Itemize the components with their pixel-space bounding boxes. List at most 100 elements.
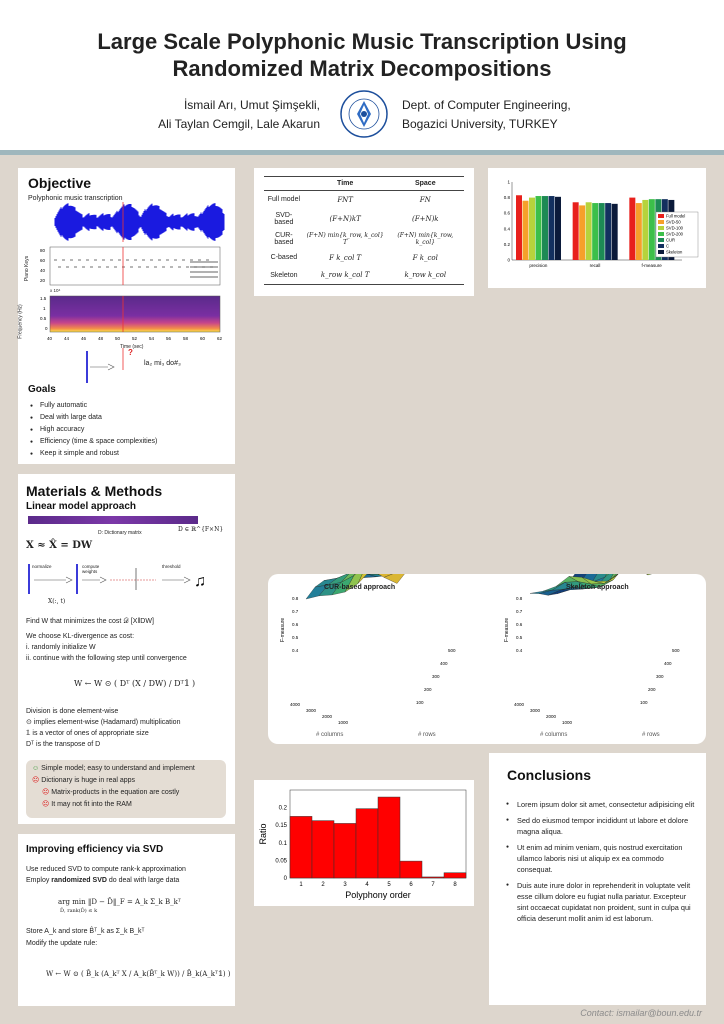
dept-line-1: Dept. of Computer Engineering, <box>402 98 571 112</box>
dictionary-dimension: D ∈ ℝ^{F×N} <box>178 526 224 533</box>
y-tick-label: 0.2 <box>504 242 511 247</box>
piano-roll-plot: 80 60 40 20 <box>40 246 221 286</box>
frequency-label: Frequency (Hz) <box>17 304 24 339</box>
conclusion-item: Duis aute irure dolor in reprehenderit i… <box>505 880 697 924</box>
time-axis-label: Time (sec) <box>120 344 144 350</box>
category-label: precision <box>529 263 548 268</box>
time-tick-label: 62 <box>217 336 223 341</box>
transpose-note: Dᵀ is the transpose of D <box>26 741 101 748</box>
frown-icon: ☹ <box>42 801 50 808</box>
time-cell: FNT <box>337 195 353 204</box>
svd-update-rule: W ← W ⊙ ( B̂_k (A_kᵀ X / A_k(B̂ᵀ_k W)) /… <box>46 970 231 978</box>
x-tick-label: 4000 <box>514 702 525 707</box>
table-header-row: Time Space <box>264 176 464 191</box>
time-tick-label: 46 <box>81 336 87 341</box>
freq-tick-label: 0.5 <box>40 316 47 321</box>
y-tick-label: 200 <box>424 687 432 692</box>
metric-bar <box>642 199 649 260</box>
x-tick-label: 5 <box>387 882 391 888</box>
methods-panel: Materials & Methods Linear model approac… <box>18 474 235 824</box>
surface-patch <box>634 566 658 576</box>
con-text: It may not fit into the RAM <box>51 801 132 808</box>
frown-icon: ☹ <box>32 777 40 784</box>
x-axis-label: Polyphony order <box>345 890 411 900</box>
surface-plots: F-measure0.80.70.60.50.44000300020001000… <box>280 514 685 738</box>
legend-label: SVD-50 <box>666 220 681 225</box>
time-cell: F k_col T <box>329 253 362 262</box>
table-row: Skeleton k_row k_col T k_row k_col <box>264 267 464 285</box>
z-tick-label: 0.5 <box>292 635 299 640</box>
division-note: Division is done element-wise <box>26 708 119 715</box>
pro-item: ☺ Simple model; easy to understand and i… <box>32 763 195 774</box>
surface-plots-panel: CUR-based approach Skeleton approach F-m… <box>268 514 706 744</box>
legend-swatch <box>658 226 664 230</box>
y-tick-label: 1 <box>507 180 510 185</box>
metric-bar <box>585 202 592 260</box>
legend-label: CUR <box>666 238 675 243</box>
conclusion-item: Ut enim ad minim veniam, quis nostrud ex… <box>505 842 697 875</box>
freq-tick-label: 1 <box>43 306 46 311</box>
z-axis-label: F-measure <box>280 618 286 642</box>
y-tick-label: 0.8 <box>504 195 511 200</box>
table-row: Full model FNT FN <box>264 191 464 209</box>
metric-bar <box>605 203 612 260</box>
key-tick-label: 60 <box>40 258 46 263</box>
metric-bar <box>572 202 579 260</box>
skeleton-plot-title: Skeleton approach <box>566 584 629 591</box>
space-cell: k_row k_col <box>404 271 447 280</box>
y-tick-label: 300 <box>432 674 440 679</box>
row-label: C-based <box>270 254 298 261</box>
metric-bar <box>579 205 586 260</box>
category-label: recall <box>590 263 601 268</box>
time-cell: (F+N) min{k_row, k_col} T <box>306 231 384 246</box>
frown-icon: ☹ <box>42 789 50 796</box>
y-tick-label: 300 <box>656 674 664 679</box>
polyphony-bar <box>377 796 401 879</box>
z-axis-label: F-measure <box>504 618 510 642</box>
x-column-label: X(:, t) <box>48 598 66 605</box>
approximation-equation: X ≈ X̂ = DW <box>26 540 93 551</box>
svd-line-2-bold: randomized SVD <box>51 877 107 884</box>
metric-bar <box>555 196 561 260</box>
time-tick-label: 58 <box>183 336 189 341</box>
freq-tick-label: 1.5 <box>40 296 47 301</box>
x-tick-label: 2000 <box>322 714 333 719</box>
conclusions-panel: Conclusions Lorem ipsum dolor sit amet, … <box>489 753 706 1005</box>
ones-note: 𝟙 is a vector of ones of appropriate siz… <box>26 730 149 737</box>
y-tick-label: 0.2 <box>279 806 288 812</box>
polyphony-histogram: 0.2 0.15 0.1 0.05 0 1 2 3 4 5 6 7 8 Polyphony order Ra… <box>258 789 467 900</box>
dept-line-2: Bogazici University, TURKEY <box>402 117 558 131</box>
conclusions-list: Lorem ipsum dolor sit amet, consectetur … <box>505 799 697 929</box>
pro-text: Simple model; easy to understand and imp… <box>41 765 195 772</box>
x-axis-label: # columns <box>316 732 343 738</box>
svd-panel: Improving efficiency via SVD Use reduced… <box>18 834 235 1006</box>
space-cell: F k_col <box>412 253 438 262</box>
pipeline-diagram: ♫ <box>28 564 206 594</box>
piano-keys-label: Piano Keys <box>24 255 31 282</box>
key-tick-label: 40 <box>40 268 46 273</box>
z-tick-label: 0.6 <box>292 622 299 627</box>
y-tick-label: 200 <box>648 687 656 692</box>
metrics-bar-chart: 1 0.8 0.6 0.4 0.2 0 precision recall f-measure Fu… <box>504 180 699 268</box>
polyphony-bar <box>443 872 467 879</box>
smile-icon: ☺ <box>32 765 40 772</box>
legend-label: C <box>666 244 669 249</box>
x-tick-label: 2 <box>321 882 325 888</box>
goal-item: Fully automatic <box>28 400 157 412</box>
goal-item: Deal with large data <box>28 412 157 424</box>
time-tick-label: 50 <box>115 336 121 341</box>
conclusion-item: Lorem ipsum dolor sit amet, consectetur … <box>505 799 697 810</box>
objective-subtitle: Polyphonic music transcription <box>28 195 123 202</box>
modify-text: Modify the update rule: <box>26 940 98 947</box>
time-cell: k_row k_col T <box>320 271 370 280</box>
x-tick-label: 7 <box>431 882 435 888</box>
y-axis-label: # rows <box>642 732 660 738</box>
time-tick-label: 52 <box>132 336 138 341</box>
y-tick-label: 400 <box>664 661 672 666</box>
surface-patch <box>616 557 640 576</box>
con-item: ☹ Matrix-products in the equation are co… <box>42 787 179 798</box>
step-threshold: threshold <box>162 564 181 569</box>
methods-heading: Materials & Methods <box>26 483 163 499</box>
goals-heading: Goals <box>28 384 56 395</box>
waveform-trace <box>54 203 225 241</box>
